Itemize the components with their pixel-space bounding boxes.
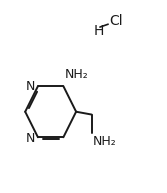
Text: N: N: [26, 132, 35, 145]
Text: H: H: [93, 24, 104, 38]
Text: NH₂: NH₂: [93, 135, 116, 147]
Text: NH₂: NH₂: [65, 69, 89, 81]
Text: N: N: [25, 80, 35, 93]
Text: Cl: Cl: [109, 14, 123, 28]
